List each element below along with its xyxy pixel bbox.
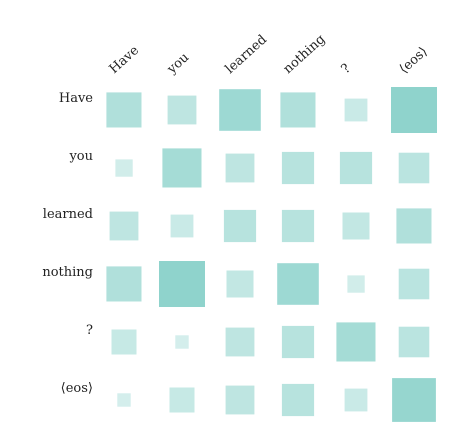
- cell-eos-learned: [225, 327, 255, 357]
- cell-learned-eos: [396, 208, 432, 244]
- row-label-you: you: [68, 149, 93, 164]
- cell-eos-eos: [398, 326, 430, 358]
- cell-you-eos: [398, 152, 430, 184]
- cell-have-learned: [219, 89, 261, 131]
- cell-have-nothing: [280, 92, 316, 128]
- cell-you-learned: [225, 153, 255, 183]
- cell-eos-you: [169, 387, 195, 413]
- cell-nothing-eos: [398, 268, 430, 300]
- cell-nothing-eos: [347, 275, 365, 293]
- col-label-nothing: nothing: [281, 32, 329, 77]
- cell-you-you: [162, 148, 202, 188]
- cell-eos-you: [175, 335, 189, 349]
- cell-have-eos: [391, 87, 437, 133]
- row-label-learned: learned: [43, 207, 93, 222]
- cell-have-you: [167, 95, 197, 125]
- cell-you-eos: [339, 151, 373, 185]
- cell-have-eos: [344, 98, 368, 122]
- col-label-you: you: [164, 50, 192, 78]
- row-labels: Have you learned nothing? ⟨eos⟩: [42, 91, 93, 396]
- row-label-eos: ⟨eos⟩: [61, 381, 93, 396]
- cell-learned-nothing: [281, 209, 315, 243]
- cell-nothing-you: [159, 261, 205, 307]
- row-label-have: Have: [59, 91, 93, 106]
- cell-learned-you: [170, 214, 194, 238]
- cell-nothing-learned: [226, 270, 254, 298]
- cell-learned-eos: [342, 212, 370, 240]
- cell-you-have: [115, 159, 133, 177]
- heatmap-cells: [106, 87, 437, 422]
- cell-eos-eos: [344, 388, 368, 412]
- col-label-eos: ?: [339, 61, 354, 77]
- cell-nothing-nothing: [277, 263, 319, 305]
- cell-have-have: [106, 92, 142, 128]
- col-label-learned: learned: [223, 32, 270, 77]
- cell-you-nothing: [281, 151, 315, 185]
- col-label-have: Have: [107, 43, 143, 77]
- column-labels: Have you learned nothing? ⟨eos⟩: [107, 32, 431, 78]
- row-label-nothing: nothing: [42, 265, 93, 280]
- col-label-eos: ⟨eos⟩: [397, 44, 431, 77]
- cell-eos-have: [111, 329, 137, 355]
- cell-nothing-have: [106, 266, 142, 302]
- cell-eos-eos: [392, 378, 436, 422]
- row-label-eos: ?: [86, 323, 93, 338]
- cell-eos-learned: [225, 385, 255, 415]
- cell-eos-nothing: [281, 383, 315, 417]
- cell-learned-have: [109, 211, 139, 241]
- cell-learned-learned: [223, 209, 257, 243]
- cell-eos-eos: [336, 322, 376, 362]
- cell-eos-nothing: [281, 325, 315, 359]
- cell-eos-have: [117, 393, 131, 407]
